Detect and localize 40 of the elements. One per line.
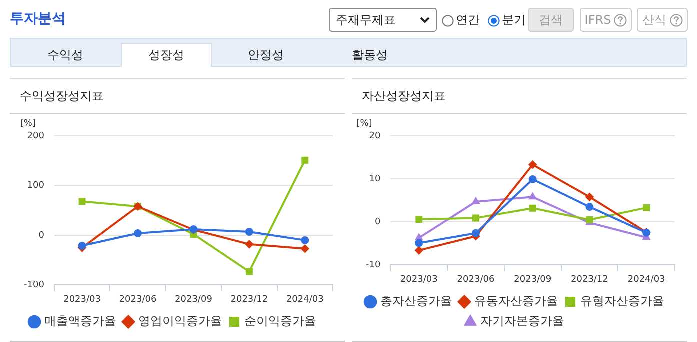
x-tick-label: 2023/06 <box>119 294 157 305</box>
text: 활동성 <box>351 46 389 64</box>
y-tick-label: 20 <box>369 131 381 142</box>
x-tick-label: 2023/12 <box>571 274 608 285</box>
y-tick-label: 100 <box>27 181 45 192</box>
y-axis-title: [%] <box>20 118 36 129</box>
y-tick-label: 10 <box>369 174 381 184</box>
x-tick-label: 2023/06 <box>457 274 495 285</box>
chart-title: 자산성장성지표 <box>352 79 687 114</box>
text: 투자분석 <box>10 10 66 28</box>
legend-label: 영업이익증가율 <box>138 314 222 328</box>
y-tick-label: 0 <box>374 217 381 228</box>
y-axis-title: [%] <box>356 118 372 129</box>
text: IFRS <box>584 13 612 27</box>
text: 분기 <box>502 12 526 29</box>
x-tick-label: 2023/03 <box>64 294 101 305</box>
text: 연간 <box>456 12 480 29</box>
x-tick-label: 2024/03 <box>286 294 324 305</box>
chart-title: 수익성장성지표 <box>10 79 345 114</box>
legend-label: 유형자산증가율 <box>580 294 664 308</box>
text: 검색 <box>528 8 574 32</box>
text: 주재무제표 <box>336 12 396 28</box>
text: 안정성 <box>247 46 285 64</box>
x-tick-label: 2023/12 <box>230 294 268 305</box>
x-tick-label: 2023/03 <box>400 274 438 285</box>
text: 산식 <box>642 12 666 28</box>
legend-label: 총자산증가율 <box>380 294 452 308</box>
legend-label: 순이익증가율 <box>244 314 316 328</box>
legend-label: 자기자본증가율 <box>480 314 564 328</box>
text: 성장성 <box>121 43 212 67</box>
x-tick-label: 2023/09 <box>175 294 213 305</box>
legend-label: 유동자산증가율 <box>474 294 558 308</box>
y-tick-label: -10 <box>366 260 381 271</box>
y-tick-label: 200 <box>27 131 45 142</box>
x-tick-label: 2023/09 <box>514 274 552 285</box>
text: 수익성 <box>46 46 84 64</box>
y-tick-label: -100 <box>24 280 45 291</box>
legend-label: 매출액증가율 <box>44 314 116 328</box>
x-tick-label: 2024/03 <box>628 274 666 285</box>
y-tick-label: 0 <box>38 230 45 241</box>
